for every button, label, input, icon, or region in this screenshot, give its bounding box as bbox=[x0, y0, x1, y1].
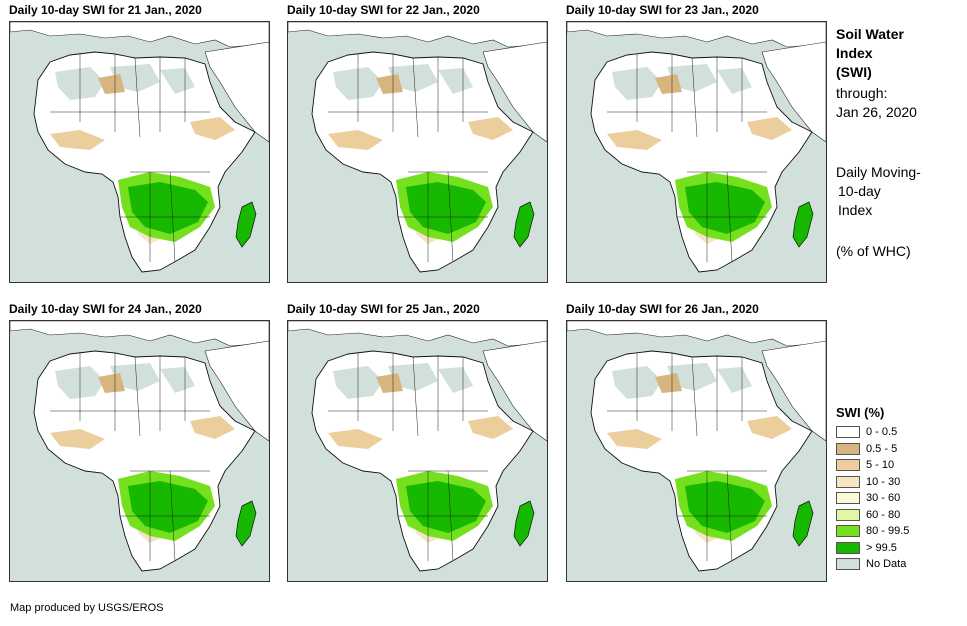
legend-item: 30 - 60 bbox=[836, 490, 956, 507]
through-info: through: Jan 26, 2020 bbox=[836, 84, 917, 122]
legend-item: 5 - 10 bbox=[836, 457, 956, 474]
legend: SWI (%) 0 - 0.5 0.5 - 5 5 - 10 10 - 30 30 - … bbox=[836, 405, 956, 573]
through-date: Jan 26, 2020 bbox=[836, 104, 917, 120]
africa-map bbox=[287, 21, 548, 283]
legend-swatch bbox=[836, 492, 860, 505]
legend-swatch bbox=[836, 426, 860, 439]
legend-swatch bbox=[836, 541, 860, 554]
map-panel-2: Daily 10-day SWI for 22 Jan., 2020 bbox=[287, 3, 548, 283]
legend-title: SWI (%) bbox=[836, 405, 885, 420]
legend-swatch bbox=[836, 459, 860, 472]
credit-text: Map produced by USGS/EROS bbox=[10, 602, 164, 614]
map-panel-5: Daily 10-day SWI for 25 Jan., 2020 bbox=[287, 302, 548, 582]
desc-line: 10-day bbox=[838, 183, 881, 199]
through-label: through: bbox=[836, 85, 888, 101]
panel-title: Daily 10-day SWI for 21 Jan., 2020 bbox=[9, 3, 202, 17]
map-panel-4: Daily 10-day SWI for 24 Jan., 2020 bbox=[9, 302, 270, 582]
africa-map bbox=[9, 320, 270, 582]
panel-title: Daily 10-day SWI for 23 Jan., 2020 bbox=[566, 3, 759, 17]
title-line: Index bbox=[836, 45, 873, 61]
legend-item: 80 - 99.5 bbox=[836, 523, 956, 540]
title-line: (SWI) bbox=[836, 64, 872, 80]
legend-label: 80 - 99.5 bbox=[866, 525, 910, 538]
legend-label: 0.5 - 5 bbox=[866, 442, 898, 455]
index-description: Daily Moving- 10-day Index bbox=[836, 163, 921, 220]
legend-item: 10 - 30 bbox=[836, 474, 956, 491]
legend-item: No Data bbox=[836, 556, 956, 573]
legend-item: 0 - 0.5 bbox=[836, 424, 956, 441]
legend-item: 0.5 - 5 bbox=[836, 441, 956, 458]
africa-map bbox=[287, 320, 548, 582]
panel-title: Daily 10-day SWI for 25 Jan., 2020 bbox=[287, 302, 480, 316]
legend-swatch bbox=[836, 475, 860, 488]
africa-map bbox=[566, 21, 827, 283]
africa-map bbox=[566, 320, 827, 582]
legend-swatch bbox=[836, 508, 860, 521]
panel-title: Daily 10-day SWI for 26 Jan., 2020 bbox=[566, 302, 759, 316]
legend-label: 10 - 30 bbox=[866, 475, 901, 488]
legend-label: No Data bbox=[866, 558, 907, 571]
panel-title: Daily 10-day SWI for 22 Jan., 2020 bbox=[287, 3, 480, 17]
unit-label: (% of WHC) bbox=[836, 243, 911, 259]
sidebar-title: Soil Water Index (SWI) bbox=[836, 25, 904, 82]
legend-label: 60 - 80 bbox=[866, 508, 901, 521]
legend-swatch bbox=[836, 558, 860, 571]
title-line: Soil Water bbox=[836, 26, 904, 42]
desc-line: Daily Moving- bbox=[836, 164, 921, 180]
legend-swatch bbox=[836, 442, 860, 455]
map-panel-1: Daily 10-day SWI for 21 Jan., 2020 bbox=[9, 3, 270, 283]
map-panel-3: Daily 10-day SWI for 23 Jan., 2020 bbox=[566, 3, 827, 283]
legend-item: 60 - 80 bbox=[836, 507, 956, 524]
map-panel-6: Daily 10-day SWI for 26 Jan., 2020 bbox=[566, 302, 827, 582]
legend-label: 5 - 10 bbox=[866, 459, 895, 472]
panel-title: Daily 10-day SWI for 24 Jan., 2020 bbox=[9, 302, 202, 316]
africa-map bbox=[9, 21, 270, 283]
desc-line: Index bbox=[838, 202, 873, 218]
legend-swatch bbox=[836, 525, 860, 538]
legend-label: 30 - 60 bbox=[866, 492, 901, 505]
legend-label: 0 - 0.5 bbox=[866, 426, 898, 439]
legend-item: > 99.5 bbox=[836, 540, 956, 557]
legend-label: > 99.5 bbox=[866, 541, 897, 554]
